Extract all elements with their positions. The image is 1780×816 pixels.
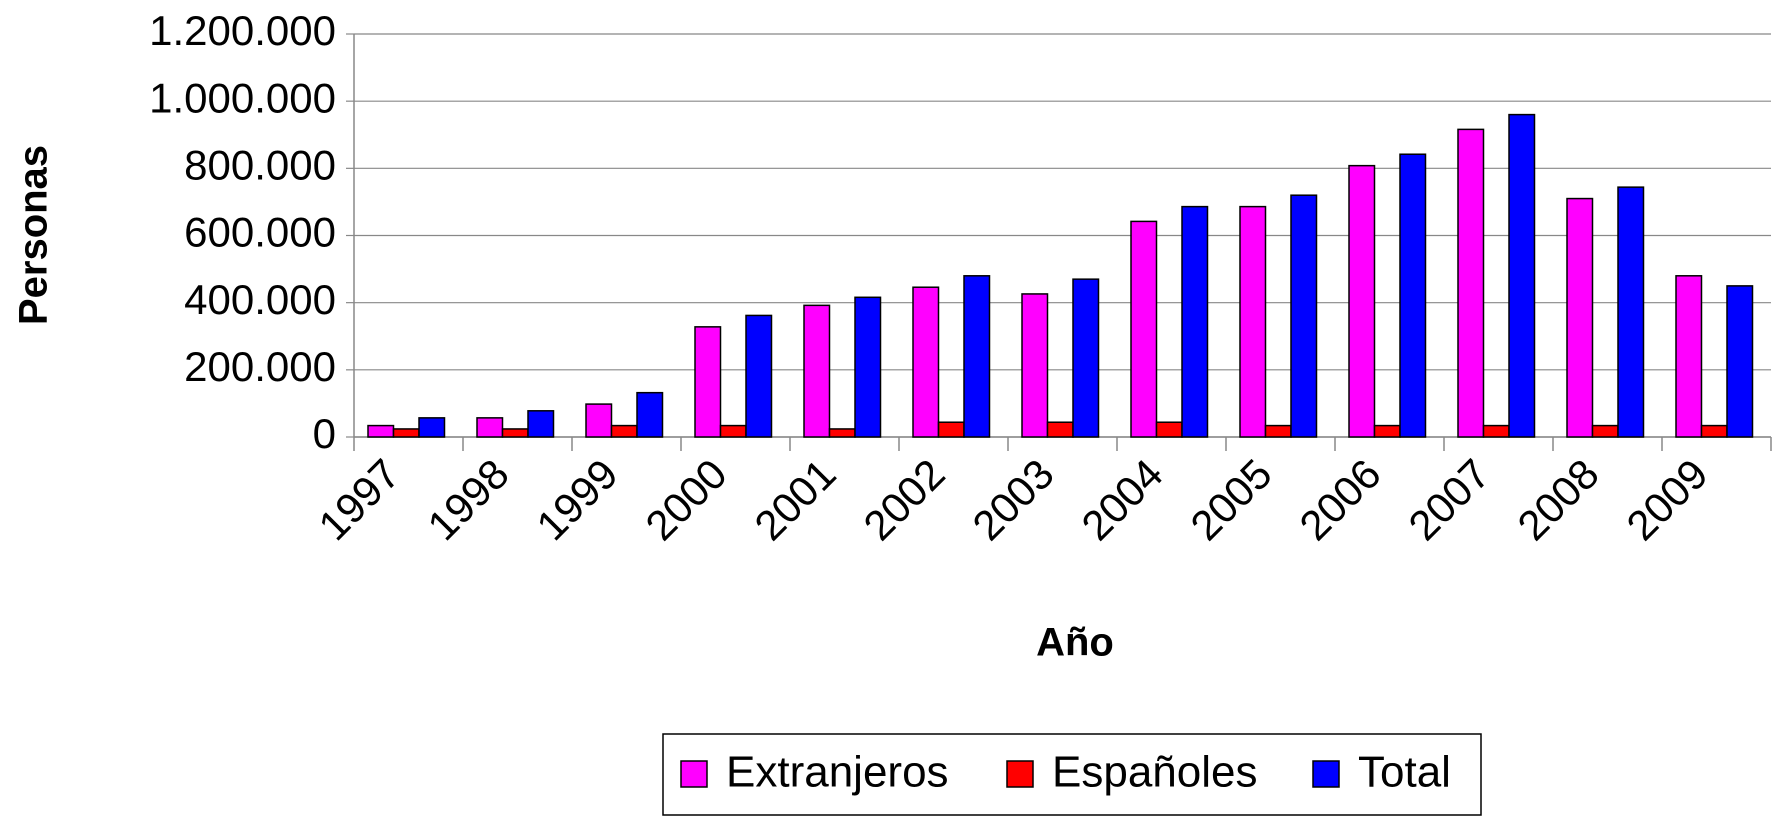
x-tick-label: 2003 [963,450,1062,549]
legend-box [662,733,1482,816]
y-tick-label: 800.000 [184,141,336,188]
y-tick-label: 600.000 [184,209,336,256]
y-axis-title: Personas [12,145,56,325]
y-tick-label: 1.000.000 [149,74,336,121]
y-tick-label: 200.000 [184,343,336,390]
y-tick-label: 1.200.000 [149,7,336,54]
legend-label: Total [1358,748,1451,797]
legend-label: Extranjeros [726,748,949,797]
bar [1130,220,1158,438]
bar [527,410,555,438]
bar [1508,113,1536,438]
x-tick-label: 2004 [1072,450,1171,549]
bar [912,286,940,438]
x-tick-label: 1999 [527,450,626,549]
bar [1373,424,1401,438]
bar [745,314,773,438]
bar [1399,153,1427,438]
bar [803,304,831,438]
x-tick-label: 2001 [745,450,844,549]
bar [854,296,882,438]
x-tick-label: 2000 [636,450,735,549]
y-tick-label: 400.000 [184,276,336,323]
bar [610,424,638,438]
bar [828,428,856,438]
x-tick-label: 2006 [1290,450,1389,549]
bar [1264,424,1292,438]
bar [1072,278,1100,438]
legend-swatch [680,760,708,788]
x-tick-label: 2007 [1399,450,1498,549]
x-tick-label: 2005 [1181,450,1280,549]
bar [367,424,395,438]
bar [1239,205,1267,438]
legend-swatch [1312,760,1340,788]
x-tick-label: 1997 [309,450,408,549]
bar [1457,128,1485,438]
bar [1675,275,1703,438]
bar [1482,424,1510,438]
bar [1181,205,1209,438]
x-tick-label: 1998 [418,450,517,549]
bar [418,417,446,438]
x-tick-label: 2002 [854,450,953,549]
bar [1046,421,1074,438]
bar [1726,285,1754,438]
bar [1566,197,1594,438]
bar [719,424,747,438]
bar [501,428,529,438]
bar [1700,424,1728,438]
x-tick-label: 2009 [1617,450,1716,549]
bar [476,417,504,438]
bar [585,403,613,438]
bar [694,326,722,438]
bar [1591,424,1619,438]
bar [1290,194,1318,438]
x-axis-title: Año [1036,621,1114,665]
bar [1348,164,1376,438]
x-tick-label: 2008 [1508,450,1607,549]
y-tick-label: 0 [313,410,336,457]
legend-label: Españoles [1052,748,1257,797]
bar [1155,421,1183,438]
bar [1617,186,1645,438]
legend-swatch [1006,760,1034,788]
bar [392,428,420,438]
bar [636,391,664,438]
bar [937,421,965,438]
bar [963,275,991,438]
bar [1021,293,1049,438]
